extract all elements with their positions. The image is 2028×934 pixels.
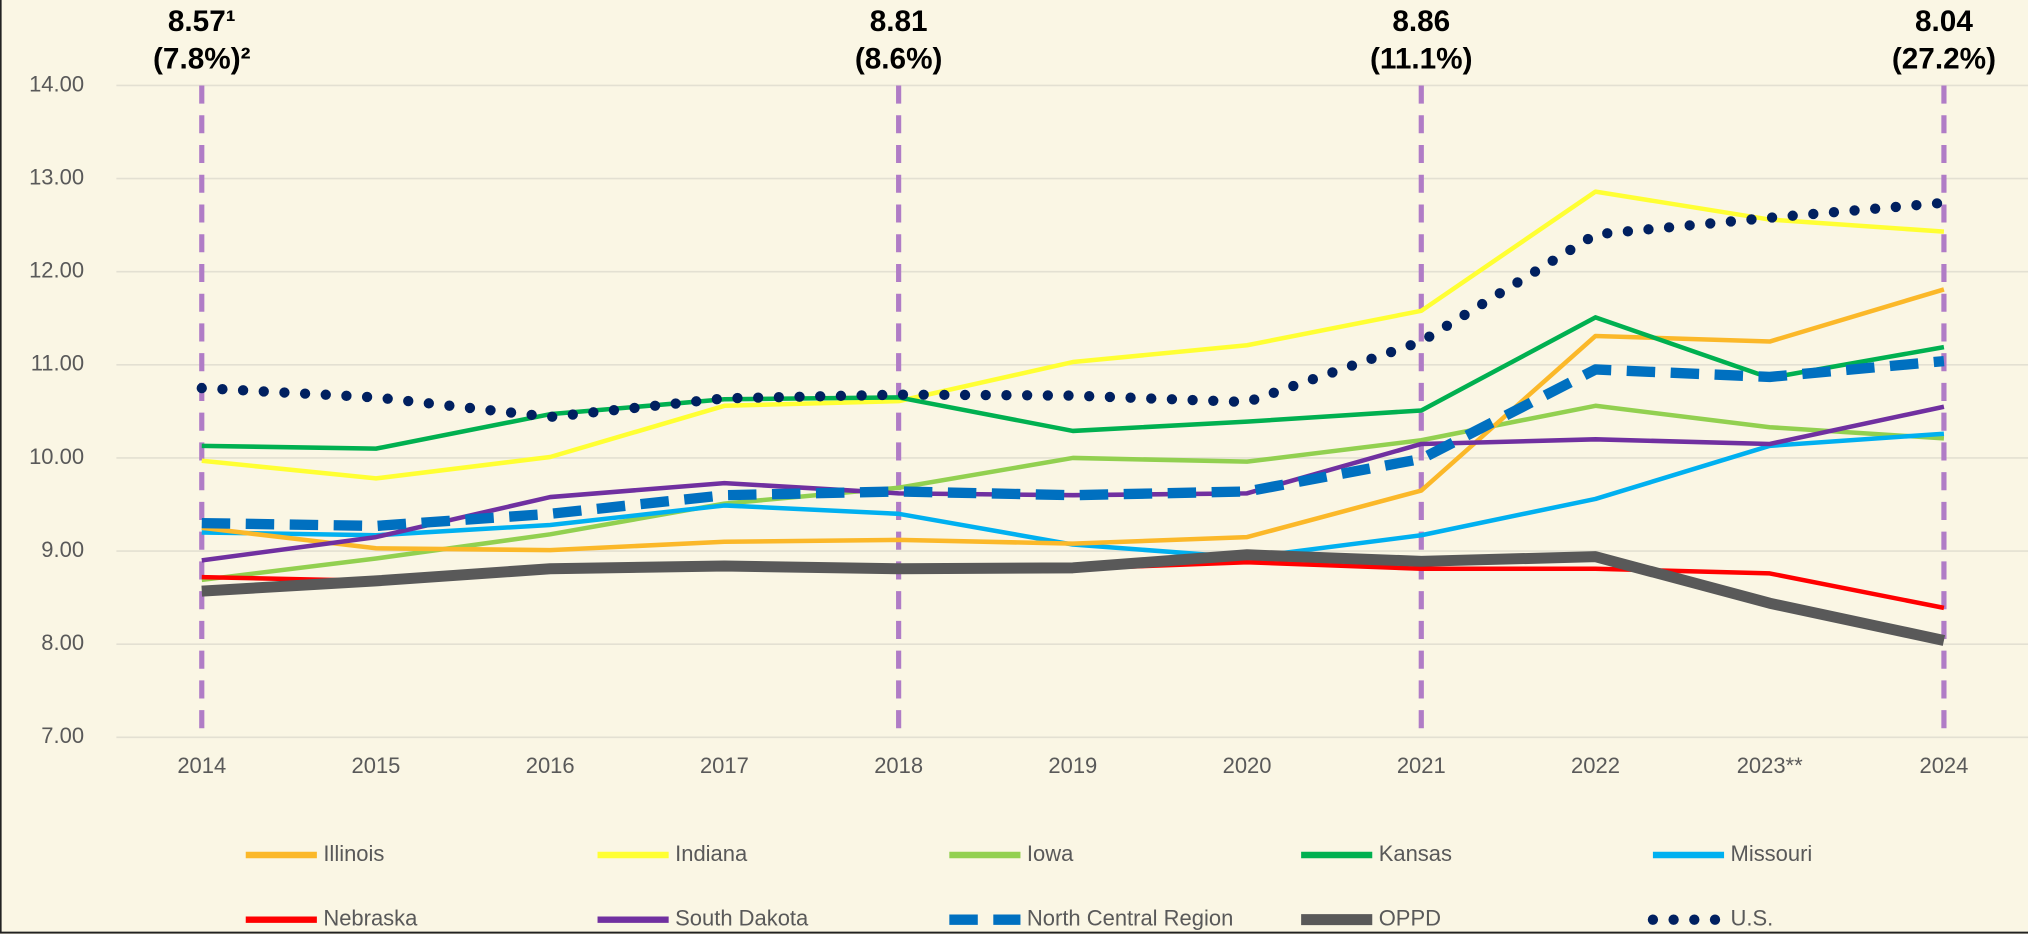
x-tick-label: 2020 [1223,753,1272,778]
x-tick-label: 2018 [874,753,923,778]
series-line [196,197,1950,423]
legend-label: Missouri [1731,841,1813,866]
legend-label: Indiana [675,841,748,866]
legend-label: U.S. [1731,905,1774,930]
x-tick-label: 2017 [700,753,749,778]
x-tick-label: 2022 [1571,753,1620,778]
y-tick-label: 8.00 [41,630,84,655]
y-tick-label: 13.00 [29,164,84,189]
series-line [201,355,1945,532]
y-tick-label: 7.00 [41,723,84,748]
legend-label: Nebraska [323,905,418,930]
annotation-text: (7.8%)² [153,43,251,76]
annotation-text: (8.6%) [855,43,943,76]
annotation-text: (11.1%) [1370,43,1472,76]
legend-label: Iowa [1027,841,1074,866]
annotation-text: (27.2%) [1892,43,1996,76]
y-tick-label: 12.00 [29,258,84,283]
annotation-text: 8.81 [870,5,928,38]
legend-label: North Central Region [1027,905,1233,930]
x-tick-label: 2021 [1397,753,1446,778]
annotation-text: 8.86 [1392,5,1450,38]
series-line [201,404,1945,563]
x-tick-label: 2019 [1048,753,1097,778]
x-tick-label: 2014 [177,753,226,778]
annotation-text: 8.57¹ [168,5,236,38]
legend-label: Kansas [1379,841,1452,866]
legend-label: OPPD [1379,905,1441,930]
x-tick-label: 2015 [352,753,401,778]
x-tick-label: 2024 [1919,753,1968,778]
y-tick-label: 11.00 [31,351,84,376]
y-tick-label: 9.00 [41,537,84,562]
x-tick-label: 2023** [1737,753,1803,778]
x-tick-label: 2016 [526,753,575,778]
y-tick-label: 10.00 [29,444,84,469]
series-line [201,549,1946,646]
y-tick-label: 14.00 [29,71,84,96]
legend-label: South Dakota [675,905,809,930]
annotation-text: 8.04 [1915,5,1973,38]
legend-label: Illinois [323,841,384,866]
series-line [201,189,1945,481]
series-line [201,315,1945,451]
series-line [201,403,1945,583]
